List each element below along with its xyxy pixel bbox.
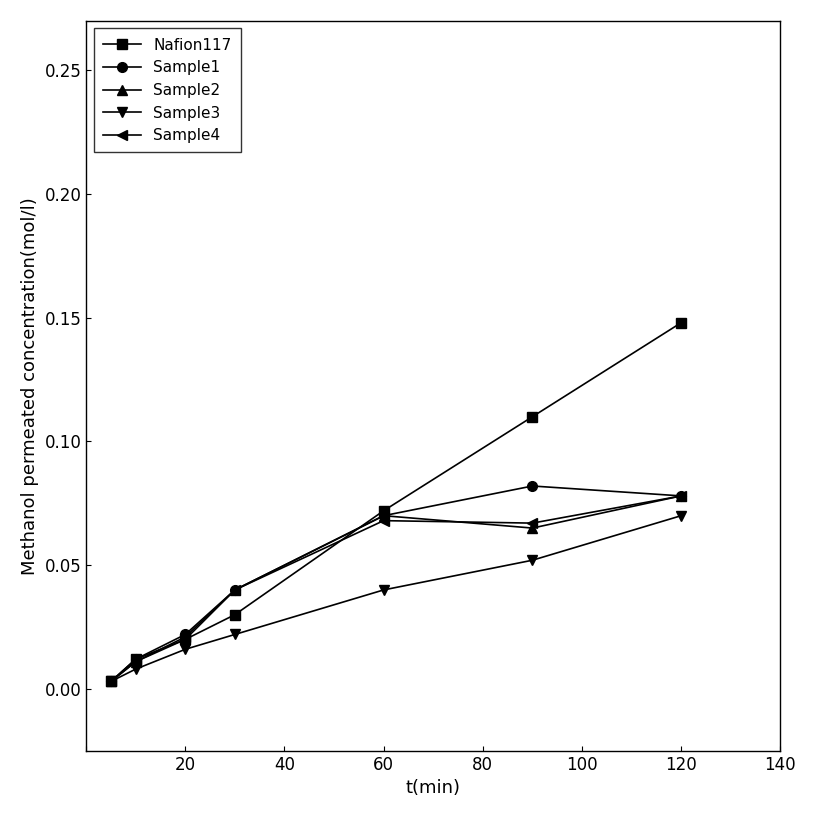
Line: Sample1: Sample1 (106, 481, 686, 686)
Sample4 (106, 676, 116, 686)
Sample3 (131, 664, 141, 674)
Nafion117 (676, 317, 686, 327)
Nafion117 (106, 676, 116, 686)
Sample1 (676, 491, 686, 501)
Sample2 (106, 676, 116, 686)
Line: Nafion117: Nafion117 (106, 318, 686, 686)
Sample1 (379, 510, 389, 520)
Line: Sample3: Sample3 (106, 510, 686, 686)
Sample3 (181, 645, 190, 654)
Nafion117 (131, 654, 141, 664)
Sample3 (106, 676, 116, 686)
Legend: Nafion117, Sample1, Sample2, Sample3, Sample4: Nafion117, Sample1, Sample2, Sample3, Sa… (94, 29, 241, 152)
Sample4 (181, 632, 190, 642)
Line: Sample4: Sample4 (106, 491, 686, 686)
Sample1 (181, 630, 190, 640)
Sample3 (230, 630, 240, 640)
Sample3 (528, 555, 538, 565)
Sample2 (379, 510, 389, 520)
Sample2 (181, 635, 190, 645)
Sample1 (528, 481, 538, 491)
X-axis label: t(min): t(min) (406, 780, 461, 798)
Sample1 (131, 654, 141, 664)
Sample4 (131, 657, 141, 667)
Sample2 (131, 657, 141, 667)
Sample2 (528, 524, 538, 533)
Sample4 (676, 491, 686, 501)
Line: Sample2: Sample2 (106, 491, 686, 686)
Sample2 (230, 585, 240, 595)
Nafion117 (181, 635, 190, 645)
Sample3 (676, 510, 686, 520)
Nafion117 (230, 609, 240, 619)
Sample1 (230, 585, 240, 595)
Nafion117 (528, 411, 538, 421)
Y-axis label: Methanol permeated concentration(mol/l): Methanol permeated concentration(mol/l) (20, 197, 39, 575)
Sample2 (676, 491, 686, 501)
Sample3 (379, 585, 389, 595)
Sample4 (230, 585, 240, 595)
Sample4 (528, 519, 538, 528)
Sample1 (106, 676, 116, 686)
Sample4 (379, 515, 389, 525)
Nafion117 (379, 506, 389, 515)
